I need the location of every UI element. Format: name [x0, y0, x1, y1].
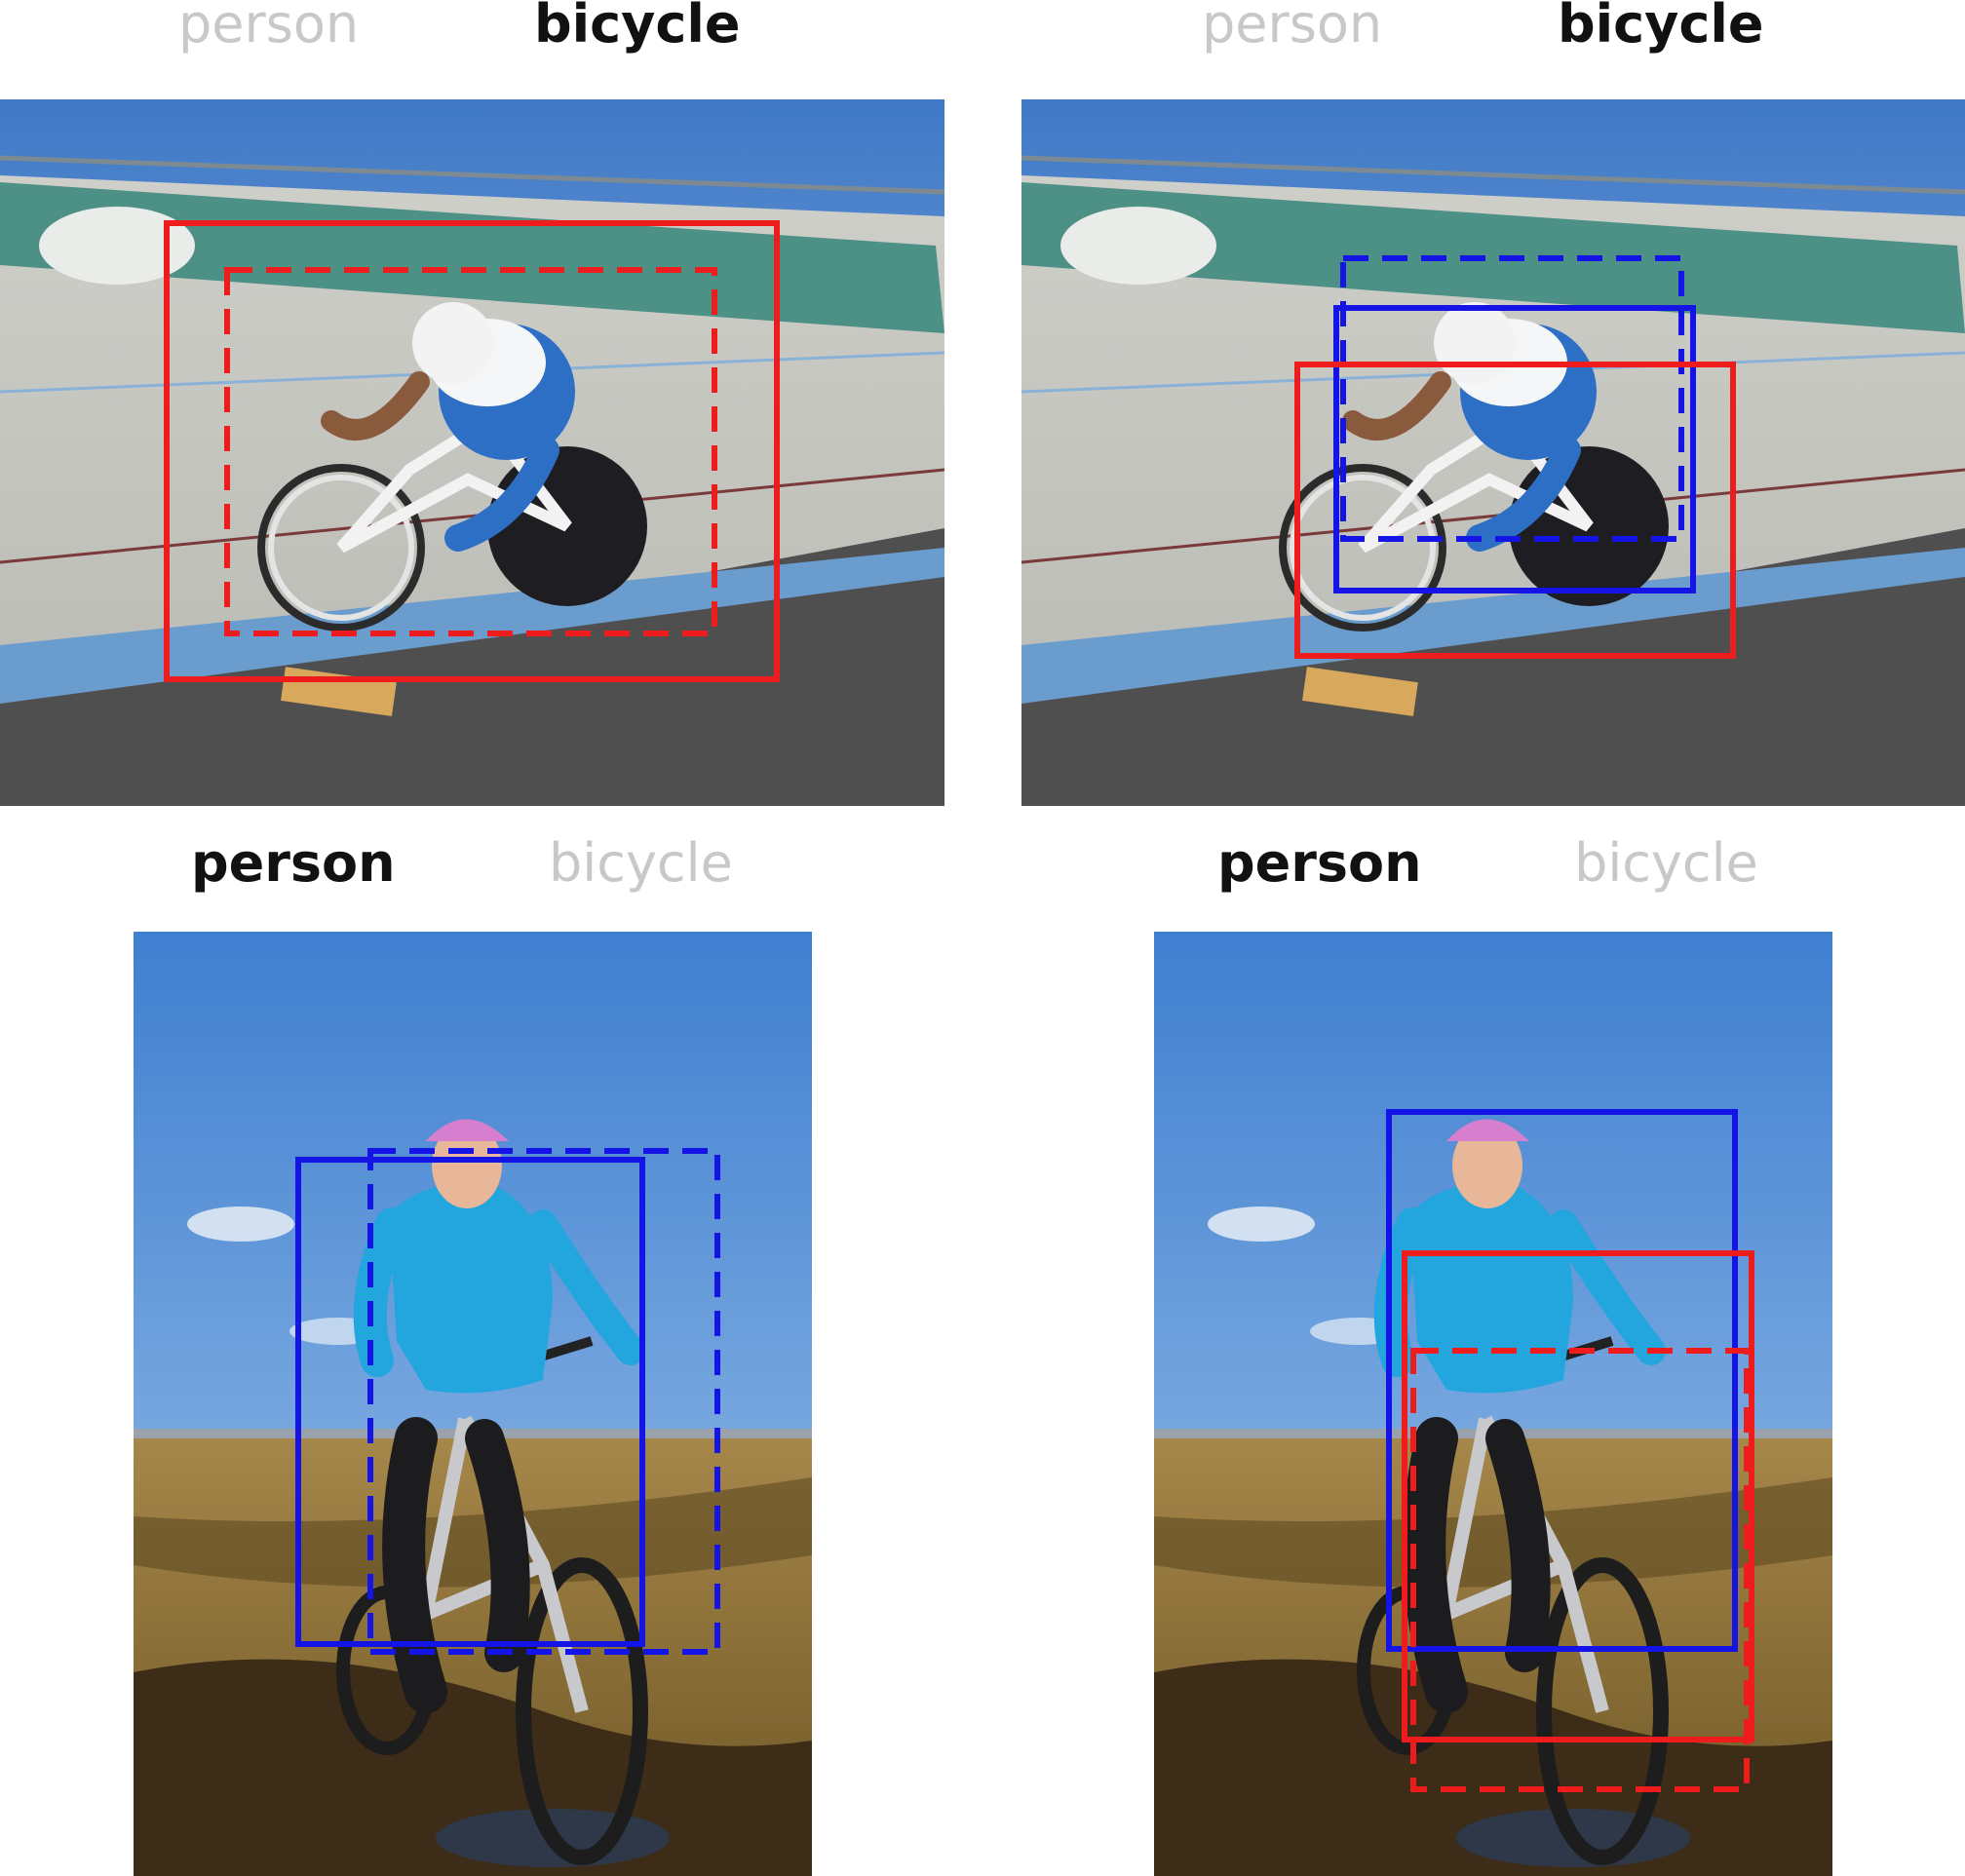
blue-dashed-box: [367, 1148, 720, 1655]
photo-panel-bottom-right: [1154, 932, 1832, 1876]
photo-panel-top-left: [0, 99, 944, 806]
label-person-bottom-right: person: [1217, 832, 1422, 894]
mountain-biker-photo: [134, 932, 812, 1876]
blue-solid-box: [295, 1157, 645, 1647]
label-bicycle-bottom-right: bicycle: [1574, 832, 1758, 894]
blue-dashed-box: [1340, 255, 1684, 542]
blue-solid-box: [1386, 1109, 1738, 1652]
label-person-top-left: person: [178, 0, 360, 55]
label-person-top-right: person: [1202, 0, 1383, 55]
red-solid-box: [1402, 1250, 1754, 1742]
photo-panel-bottom-left: [134, 932, 812, 1876]
red-solid-box: [164, 220, 780, 682]
label-person-bottom-left: person: [191, 832, 396, 894]
photo-panel-top-right: [1021, 99, 1965, 806]
label-bicycle-top-right: bicycle: [1558, 0, 1764, 55]
track-cyclist-photo: [1021, 99, 1965, 806]
mountain-biker-photo: [1154, 932, 1832, 1876]
label-bicycle-top-left: bicycle: [534, 0, 741, 55]
blue-solid-box: [1333, 305, 1696, 593]
red-solid-box: [1294, 362, 1736, 659]
label-bicycle-bottom-left: bicycle: [549, 832, 733, 894]
red-dashed-box: [1410, 1348, 1750, 1792]
red-dashed-box: [224, 267, 717, 636]
track-cyclist-photo: [0, 99, 944, 806]
